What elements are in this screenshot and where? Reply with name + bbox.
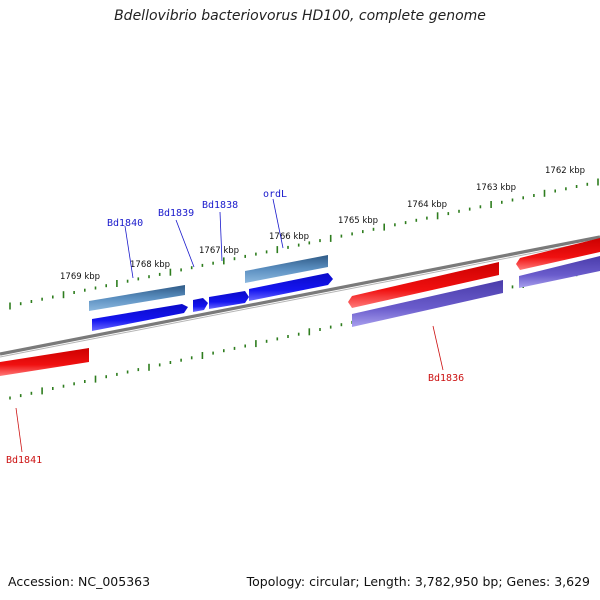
scale-tick-label: 1762 kbp — [545, 166, 585, 176]
scale-tick-label: 1764 kbp — [407, 200, 447, 210]
scale-tick-label: 1769 kbp — [60, 272, 100, 282]
gene-bd1838[interactable] — [209, 291, 249, 309]
gene-right-edge[interactable] — [516, 238, 600, 288]
genome-backbone — [0, 235, 600, 358]
gene-label-bd1839: Bd1839 — [158, 208, 194, 219]
forward-scale-ticks — [9, 178, 599, 310]
forward-strand-genes — [89, 255, 333, 331]
gene-ordl[interactable] — [245, 255, 333, 301]
accession-label: Accession: NC_005363 — [8, 574, 151, 589]
gene-bd1839[interactable] — [193, 298, 208, 312]
reverse-strand-genes — [0, 238, 600, 376]
scale-tick-label: 1765 kbp — [338, 216, 378, 226]
gene-label-bd1841: Bd1841 — [6, 455, 42, 466]
gene-label-bd1840: Bd1840 — [107, 218, 143, 229]
map-title: Bdellovibrio bacteriovorus HD100, comple… — [114, 8, 486, 24]
gene-bd1840[interactable] — [89, 285, 188, 331]
scale-tick-label: 1767 kbp — [199, 246, 239, 256]
gene-leader-lines — [15, 198, 444, 453]
genome-summary: Topology: circular; Length: 3,782,950 bp… — [246, 574, 590, 589]
scale-tick-label: 1766 kbp — [269, 232, 309, 242]
gene-label-bd1838: Bd1838 — [202, 200, 238, 211]
scale-tick-label: 1763 kbp — [476, 183, 516, 193]
gene-bd1836[interactable] — [348, 262, 503, 327]
scale-tick-labels: 1762 kbp 1763 kbp 1764 kbp 1765 kbp 1766 kbp… — [60, 166, 585, 282]
scale-tick-label: 1768 kbp — [130, 260, 170, 270]
gene-bd1841[interactable] — [0, 348, 89, 376]
gene-label-ordl: ordL — [263, 189, 287, 200]
gene-label-bd1836: Bd1836 — [428, 373, 464, 384]
